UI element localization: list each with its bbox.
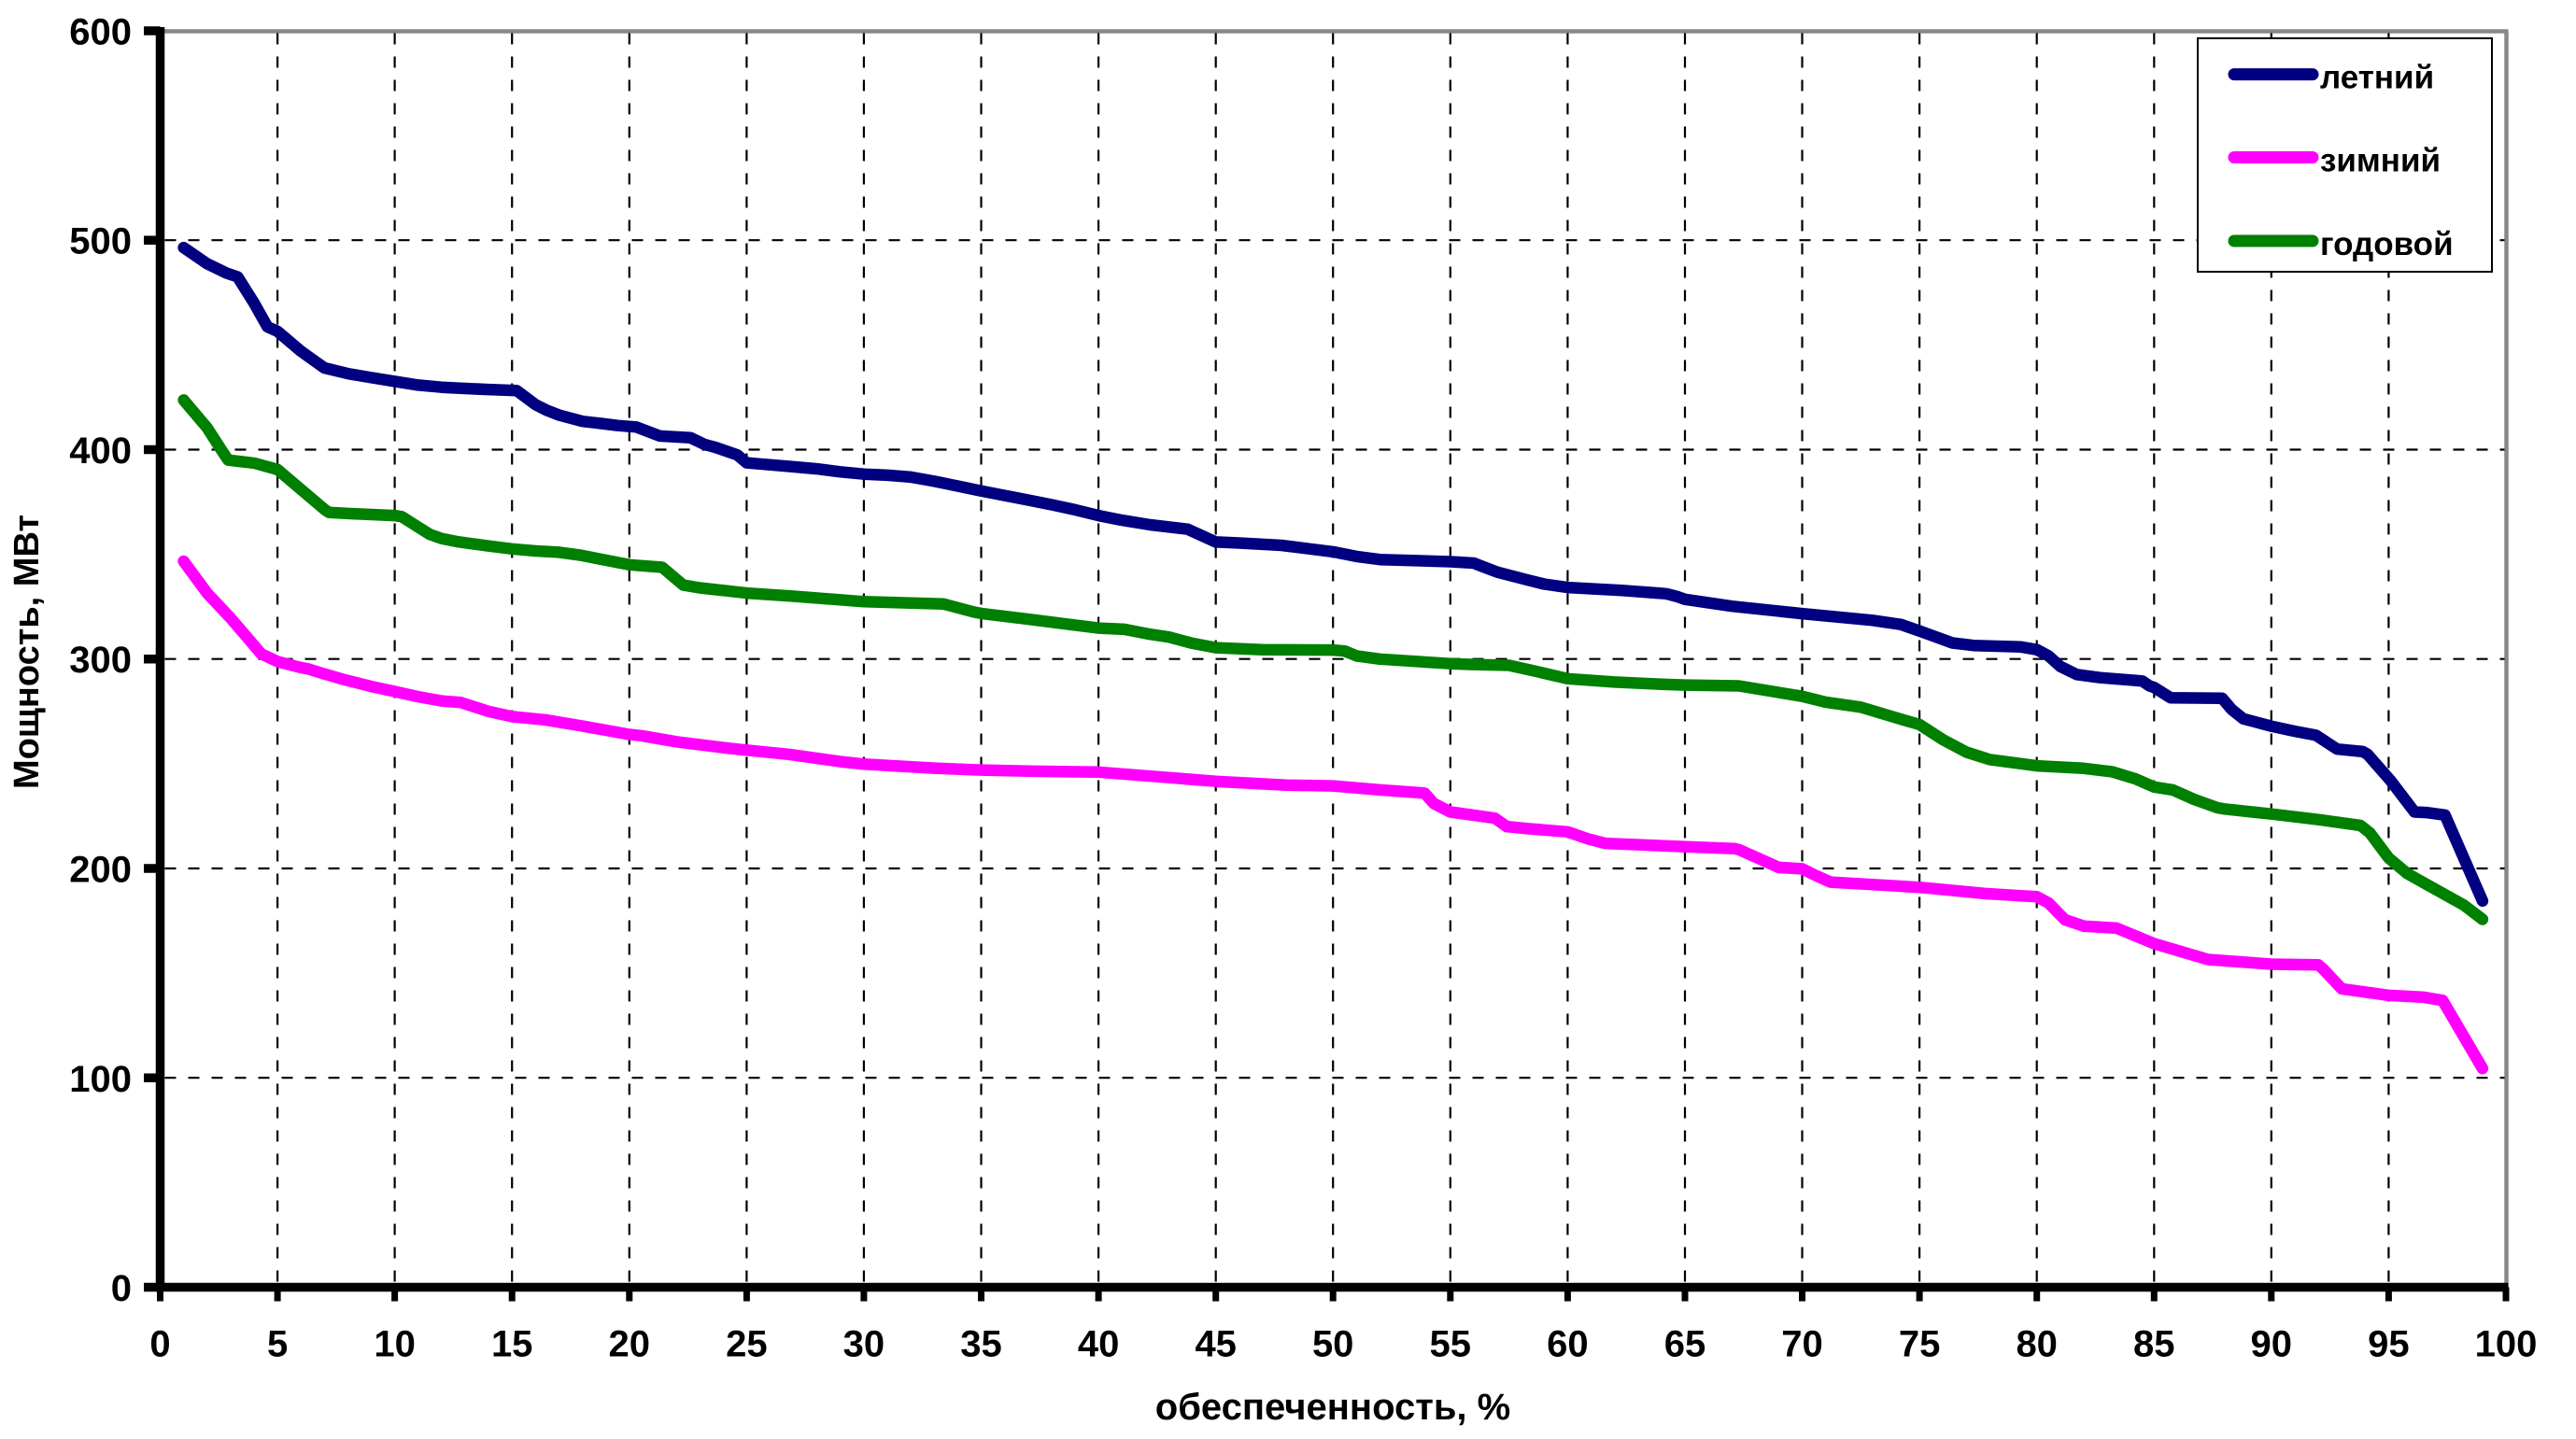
svg-text:90: 90 <box>2251 1324 2293 1365</box>
svg-text:95: 95 <box>2368 1324 2410 1365</box>
svg-text:80: 80 <box>2016 1324 2058 1365</box>
svg-text:20: 20 <box>609 1324 651 1365</box>
svg-text:зимний: зимний <box>2320 143 2441 179</box>
svg-text:40: 40 <box>1078 1324 1120 1365</box>
svg-text:70: 70 <box>1781 1324 1823 1365</box>
svg-text:60: 60 <box>1547 1324 1589 1365</box>
svg-text:100: 100 <box>69 1059 132 1100</box>
svg-text:Мощность, МВт: Мощность, МВт <box>7 515 47 789</box>
svg-text:25: 25 <box>726 1324 768 1365</box>
svg-text:300: 300 <box>69 640 132 681</box>
svg-text:30: 30 <box>843 1324 885 1365</box>
svg-text:85: 85 <box>2133 1324 2175 1365</box>
svg-text:400: 400 <box>69 430 132 472</box>
svg-text:5: 5 <box>267 1324 288 1365</box>
svg-text:0: 0 <box>111 1268 132 1309</box>
svg-text:75: 75 <box>1899 1324 1941 1365</box>
svg-text:годовой: годовой <box>2320 226 2454 262</box>
svg-text:10: 10 <box>374 1324 416 1365</box>
svg-text:15: 15 <box>491 1324 533 1365</box>
svg-text:100: 100 <box>2475 1324 2538 1365</box>
svg-text:55: 55 <box>1430 1324 1472 1365</box>
svg-text:35: 35 <box>960 1324 1002 1365</box>
svg-text:500: 500 <box>69 221 132 262</box>
svg-text:обеспеченность, %: обеспеченность, % <box>1155 1387 1510 1428</box>
svg-text:65: 65 <box>1664 1324 1706 1365</box>
svg-text:45: 45 <box>1195 1324 1237 1365</box>
svg-text:летний: летний <box>2320 60 2434 96</box>
svg-text:200: 200 <box>69 850 132 891</box>
svg-text:50: 50 <box>1312 1324 1354 1365</box>
svg-text:0: 0 <box>149 1324 170 1365</box>
svg-text:600: 600 <box>69 12 132 53</box>
